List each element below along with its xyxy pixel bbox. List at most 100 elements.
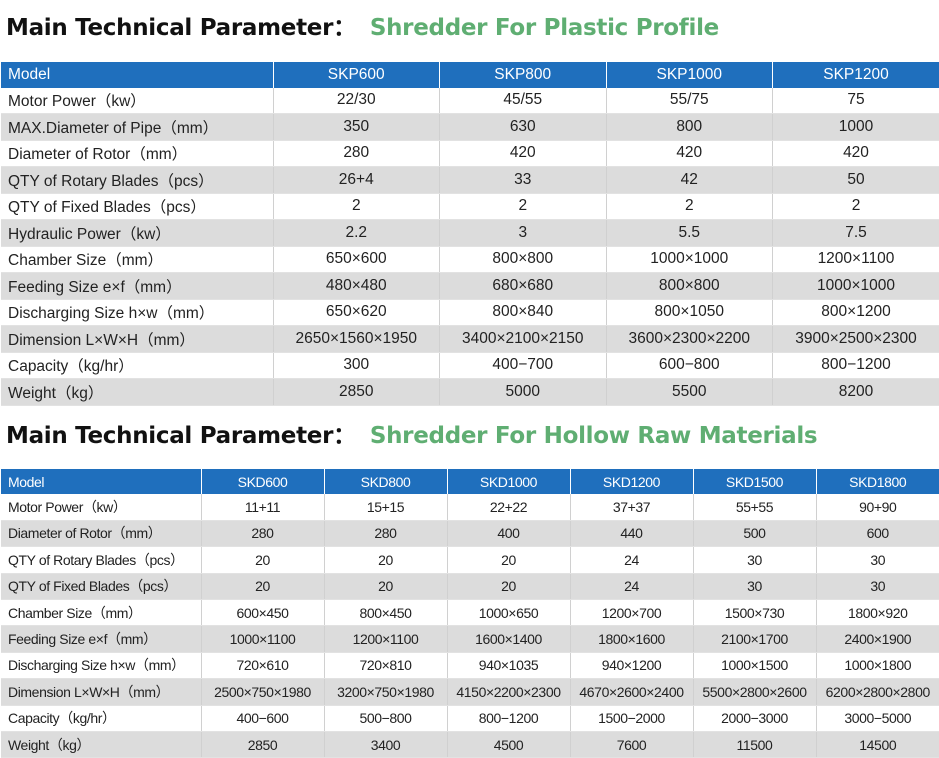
parameter-label: Motor Power（kw）: [1, 494, 201, 520]
parameter-value: 5500×2800×2600: [693, 679, 816, 705]
parameter-value: 5.5: [606, 220, 773, 247]
section1-heading: Main Technical Parameter：Shredder For Pl…: [6, 8, 719, 42]
parameter-value: 800−1200: [773, 352, 939, 379]
parameter-value: 30: [816, 573, 939, 599]
parameter-value: 420: [606, 140, 773, 167]
parameter-value: 6200×2800×2800: [816, 679, 939, 705]
parameter-label: Dimension L×W×H（mm）: [1, 326, 273, 353]
parameter-label: Diameter of Rotor（mm）: [1, 140, 273, 167]
parameter-value: 940×1035: [447, 652, 570, 678]
parameter-value: 2: [273, 193, 440, 220]
parameter-value: 4670×2600×2400: [570, 679, 693, 705]
parameter-value: 2100×1700: [693, 626, 816, 652]
parameter-value: 45/55: [440, 88, 607, 114]
parameter-value: 800×1200: [773, 299, 939, 326]
parameter-value: 650×620: [273, 299, 440, 326]
parameter-value: 600×450: [201, 599, 324, 625]
parameter-value: 1200×700: [570, 599, 693, 625]
parameter-value: 600−800: [606, 352, 773, 379]
parameter-value: 8200: [773, 379, 939, 406]
parameter-value: 500: [693, 520, 816, 546]
column-header-skp1000: SKP1000: [606, 62, 773, 88]
parameter-value: 24: [570, 547, 693, 573]
section2-subtitle: Shredder For Hollow Raw Materials: [370, 423, 817, 449]
parameter-value: 1000×650: [447, 599, 570, 625]
parameter-value: 280: [273, 140, 440, 167]
parameter-value: 1000×1500: [693, 652, 816, 678]
parameter-value: 14500: [816, 731, 939, 757]
parameter-value: 7600: [570, 731, 693, 757]
parameter-value: 720×610: [201, 652, 324, 678]
parameter-value: 350: [273, 114, 440, 141]
parameter-value: 33: [440, 167, 607, 194]
parameter-value: 800×450: [324, 599, 447, 625]
parameter-value: 480×480: [273, 273, 440, 300]
column-header-skd1000: SKD1000: [447, 469, 570, 494]
parameter-label: Weight（kg）: [1, 731, 201, 757]
parameter-label: Discharging Size h×w（mm）: [1, 299, 273, 326]
parameter-value: 4150×2200×2300: [447, 679, 570, 705]
parameter-value: 2: [440, 193, 607, 220]
parameter-value: 630: [440, 114, 607, 141]
parameter-value: 11500: [693, 731, 816, 757]
parameter-value: 1800×1600: [570, 626, 693, 652]
parameter-value: 20: [201, 547, 324, 573]
parameter-label: Feeding Size e×f（mm）: [1, 626, 201, 652]
parameter-value: 400−700: [440, 352, 607, 379]
parameter-label: Capacity（kg/hr）: [1, 352, 273, 379]
parameter-value: 1000: [773, 114, 939, 141]
parameter-value: 1500×730: [693, 599, 816, 625]
section2-heading: Main Technical Parameter： Shredder For Ho…: [6, 416, 817, 450]
parameter-value: 3000−5000: [816, 705, 939, 731]
parameter-value: 11+11: [201, 494, 324, 520]
column-header-skp800: SKP800: [440, 62, 607, 88]
parameter-value: 3200×750×1980: [324, 679, 447, 705]
parameter-value: 3: [440, 220, 607, 247]
parameter-label: Feeding Size e×f（mm）: [1, 273, 273, 300]
parameter-value: 720×810: [324, 652, 447, 678]
parameter-value: 2500×750×1980: [201, 679, 324, 705]
parameter-value: 420: [773, 140, 939, 167]
parameter-label: QTY of Fixed Blades（pcs）: [1, 193, 273, 220]
column-header-skp1200: SKP1200: [773, 62, 939, 88]
parameter-value: 55/75: [606, 88, 773, 114]
parameter-value: 1200×1100: [773, 246, 939, 273]
parameter-value: 800×800: [606, 273, 773, 300]
parameter-value: 800: [606, 114, 773, 141]
parameter-label: MAX.Diameter of Pipe（mm）: [1, 114, 273, 141]
parameter-value: 600: [816, 520, 939, 546]
parameter-value: 800×1050: [606, 299, 773, 326]
parameter-value: 37+37: [570, 494, 693, 520]
parameter-value: 1600×1400: [447, 626, 570, 652]
column-header-skd600: SKD600: [201, 469, 324, 494]
parameter-value: 1500−2000: [570, 705, 693, 731]
column-header-skd1800: SKD1800: [816, 469, 939, 494]
section2-title: Main Technical Parameter：: [6, 423, 356, 449]
parameter-value: 440: [570, 520, 693, 546]
parameter-value: 30: [816, 547, 939, 573]
parameter-value: 7.5: [773, 220, 939, 247]
parameter-value: 1200×1100: [324, 626, 447, 652]
parameter-label: Capacity（kg/hr）: [1, 705, 201, 731]
parameter-value: 20: [324, 547, 447, 573]
parameter-value: 300: [273, 352, 440, 379]
